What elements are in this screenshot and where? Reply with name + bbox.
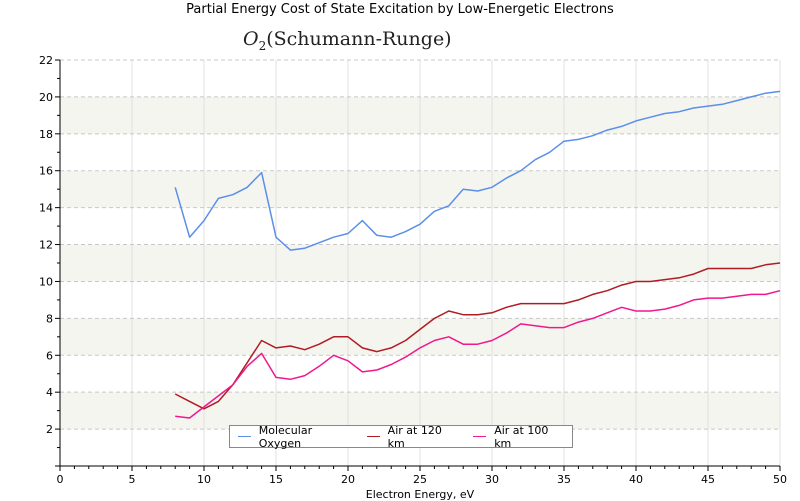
- series-line-2: [175, 289, 781, 419]
- legend-swatch: [366, 436, 380, 437]
- subtitle-symbol: O: [243, 28, 259, 50]
- y-tick-label: 16: [39, 165, 53, 178]
- y-tick-label: 10: [39, 275, 53, 288]
- series-line-0: [174, 90, 781, 251]
- chart-subtitle: O2(Schumann-Runge): [243, 28, 452, 53]
- x-tick-label: 0: [57, 473, 64, 486]
- x-tick-label: 25: [413, 473, 427, 486]
- y-tick-label: 12: [39, 239, 53, 252]
- legend-swatch: [473, 436, 487, 437]
- legend: Molecular Oxygen Air at 120 km Air at 10…: [229, 423, 573, 450]
- legend-label: Air at 120 km: [387, 423, 442, 450]
- chart-title: Partial Energy Cost of State Excitation …: [186, 2, 614, 17]
- legend-label: Air at 100 km: [494, 423, 549, 450]
- y-tick-label: 14: [39, 202, 53, 215]
- x-tick-label: 30: [485, 473, 499, 486]
- x-axis-label: Electron Energy, eV: [365, 488, 475, 501]
- x-tick-label: 10: [197, 473, 211, 486]
- legend-swatch: [238, 436, 251, 437]
- x-tick-label: 35: [557, 473, 571, 486]
- x-tick-label: 45: [701, 473, 715, 486]
- subtitle-rest: (Schumann-Runge): [266, 28, 452, 50]
- x-tick-label: 15: [269, 473, 283, 486]
- x-tick-label: 40: [629, 473, 643, 486]
- legend-item-120km: Air at 120 km: [366, 423, 456, 450]
- x-tick-label: 5: [129, 473, 136, 486]
- subtitle-subscript: 2: [258, 38, 267, 53]
- x-tick-label: 20: [341, 473, 355, 486]
- legend-item-oxygen: Molecular Oxygen: [238, 424, 349, 450]
- y-tick-label: 4: [46, 386, 53, 399]
- x-tick-label: 50: [773, 473, 787, 486]
- legend-item-100km: Air at 100 km: [473, 424, 562, 450]
- y-tick-label: 6: [46, 349, 53, 362]
- y-tick-label: 8: [46, 312, 53, 325]
- y-tick-label: 20: [39, 91, 53, 104]
- series-line-1: [174, 262, 781, 410]
- y-tick-label: 18: [39, 128, 53, 141]
- y-tick-label: 22: [39, 54, 53, 67]
- legend-label: Molecular Oxygen: [258, 423, 313, 450]
- y-tick-label: 2: [46, 423, 53, 436]
